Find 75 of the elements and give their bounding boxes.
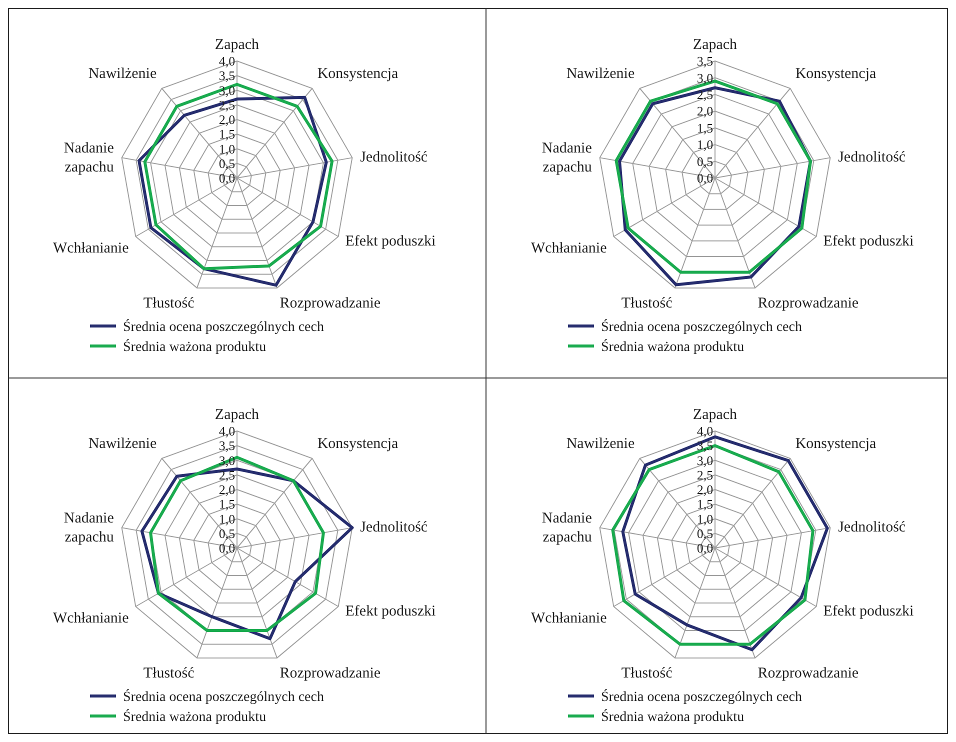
y-tick-label: 3,5 <box>696 54 714 69</box>
y-tick-label: 4,0 <box>218 424 236 439</box>
spoke-label: Nadanie zapachu <box>542 510 592 546</box>
y-tick-label: 1,5 <box>696 120 714 136</box>
spoke-label: Wchłanianie <box>52 240 130 256</box>
spoke-label: Efekt poduszki <box>823 234 914 250</box>
y-tick-label: 1,0 <box>218 511 236 526</box>
y-tick-label: 0,0 <box>696 170 714 186</box>
y-tick-label: 0,0 <box>696 540 714 556</box>
y-tick-label: 1,5 <box>218 126 236 142</box>
spoke-label: Efekt poduszki <box>345 234 436 250</box>
y-tick-label: 1,0 <box>696 511 714 526</box>
spoke-label: Nawilżenie <box>566 436 635 452</box>
spoke-label: Zapach <box>692 37 738 53</box>
y-tick-label: 2,5 <box>218 467 236 482</box>
legend-label: Średnia ocena poszczególnych cech <box>601 688 802 705</box>
y-tick-label: 2,0 <box>218 112 236 128</box>
spoke-label: Zapach <box>214 407 260 423</box>
y-tick-label: 2,0 <box>218 482 236 498</box>
y-tick-label: 3,0 <box>696 70 714 86</box>
spoke-label: Tłustość <box>621 295 673 312</box>
spoke-label: Nadanie zapachu <box>64 140 114 176</box>
legend-label: Średnia ocena poszczególnych cech <box>123 688 324 705</box>
spoke-label: Efekt poduszki <box>345 604 436 620</box>
legend-label: Średnia ważona produktu <box>123 338 266 355</box>
spoke-label: Tłustość <box>143 295 195 312</box>
legend-label: Średnia ważona produktu <box>601 338 744 355</box>
y-tick-label: 3,0 <box>696 452 714 468</box>
spoke-label: Jednolitość <box>838 149 906 166</box>
y-tick-label: 1,5 <box>218 496 236 512</box>
spoke-label: Rozprowadzanie <box>758 295 859 312</box>
y-tick-label: 2,0 <box>696 482 714 498</box>
legend-label: Średnia ocena poszczególnych cech <box>601 318 802 335</box>
y-tick-label: 1,0 <box>696 137 714 152</box>
y-tick-label: 2,0 <box>696 104 714 119</box>
spoke-label: Nawilżenie <box>88 66 157 82</box>
y-tick-label: 0,5 <box>218 156 236 171</box>
spoke-label: Jednolitość <box>360 149 428 166</box>
spoke-label: Jednolitość <box>360 519 428 536</box>
y-tick-label: 2,5 <box>696 86 714 102</box>
spoke-label: Nawilżenie <box>88 436 157 452</box>
y-tick-label: 1,5 <box>696 496 714 512</box>
y-tick-label: 0,5 <box>218 526 236 541</box>
spoke-label: Konsystencja <box>795 436 877 452</box>
y-tick-label: 1,0 <box>218 141 236 156</box>
spoke-label: Nadanie zapachu <box>542 140 592 176</box>
spoke-label: Rozprowadzanie <box>280 665 381 682</box>
spoke-label: Zapach <box>214 37 260 53</box>
spoke-label: Konsystencja <box>317 66 399 82</box>
y-tick-label: 0,0 <box>218 540 236 556</box>
spoke-label: Wchłanianie <box>530 240 608 256</box>
y-tick-label: 2,5 <box>696 467 714 482</box>
spoke-label: Tłustość <box>621 665 673 682</box>
y-tick-label: 3,5 <box>218 438 236 454</box>
spoke-label: Jednolitość <box>838 519 906 536</box>
legend-label: Średnia ważona produktu <box>123 708 266 725</box>
spoke-label: Zapach <box>692 407 738 423</box>
legend-label: Średnia ważona produktu <box>601 708 744 725</box>
y-tick-label: 4,0 <box>218 54 236 69</box>
legend-label: Średnia ocena poszczególnych cech <box>123 318 324 335</box>
y-tick-label: 0,5 <box>696 526 714 541</box>
y-tick-label: 0,5 <box>696 154 714 169</box>
spoke-label: Nadanie zapachu <box>64 510 114 546</box>
y-tick-label: 4,0 <box>696 424 714 439</box>
spoke-label: Nawilżenie <box>566 66 635 82</box>
spoke-label: Wchłanianie <box>530 610 608 626</box>
spoke-label: Konsystencja <box>317 436 399 452</box>
spoke-label: Wchłanianie <box>52 610 130 626</box>
y-tick-label: 3,5 <box>218 68 236 84</box>
spoke-label: Rozprowadzanie <box>758 665 859 682</box>
spoke-label: Efekt poduszki <box>823 604 914 620</box>
spoke-label: Konsystencja <box>795 66 877 82</box>
spoke-label: Tłustość <box>143 665 195 682</box>
spoke-label: Rozprowadzanie <box>280 295 381 312</box>
y-tick-label: 0,0 <box>218 170 236 186</box>
